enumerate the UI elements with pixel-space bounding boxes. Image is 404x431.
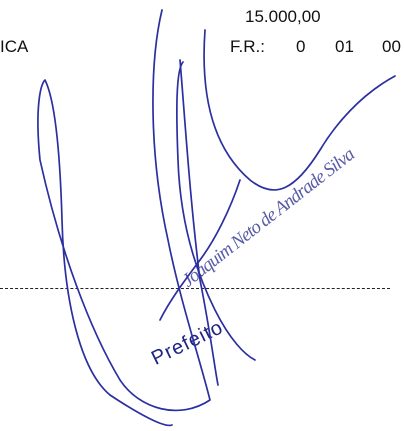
amount-value: 15.000,00 [245, 7, 321, 26]
fr-label: F.R.: [230, 37, 265, 56]
dashed-signature-line [0, 288, 390, 289]
fr-value-3: 00 [382, 37, 401, 56]
fr-value-1: 0 [296, 37, 306, 56]
fr-value-2: 01 [335, 37, 354, 56]
section-label-fragment: ICA [0, 37, 29, 56]
